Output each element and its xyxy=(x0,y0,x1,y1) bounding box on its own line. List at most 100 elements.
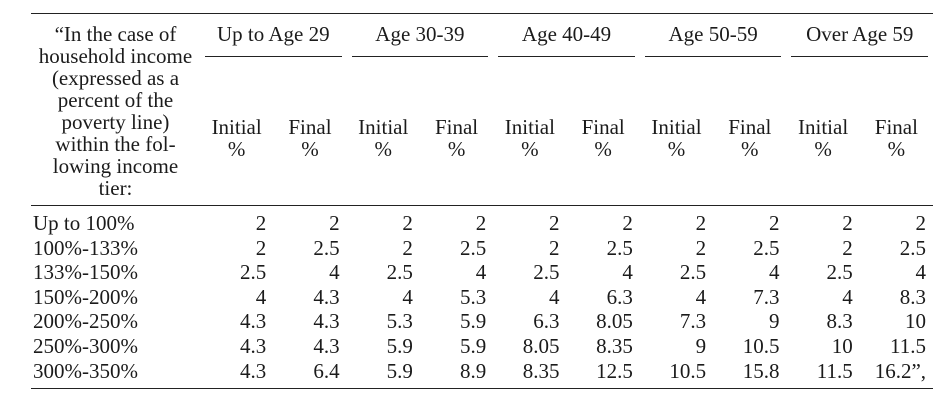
age-group-header-row: “In the case of household income (expres… xyxy=(31,13,933,206)
stub-line: tier: xyxy=(98,176,133,200)
age-group-label: Age 50-59 xyxy=(644,23,782,57)
percent-sign: % xyxy=(887,137,906,161)
value-cell: 4.3 xyxy=(240,358,267,383)
row-label: 100%-133% xyxy=(33,235,138,260)
percent-sign: % xyxy=(301,137,319,161)
value-cell: 2.5 xyxy=(533,260,560,285)
value-cell: 2.5 xyxy=(679,260,707,285)
value-cell: 4.3 xyxy=(313,284,340,309)
value-cell: 8.3 xyxy=(899,284,927,309)
value-cell: 2 xyxy=(549,211,560,235)
value-cell: 10 xyxy=(831,333,853,358)
value-cell: 4 xyxy=(695,284,707,309)
value-cell: 4 xyxy=(402,284,413,309)
stub-line: (expressed as a xyxy=(51,66,180,90)
age-group-label: Age 30-39 xyxy=(351,23,489,57)
value-cell: 6.3 xyxy=(606,284,633,309)
row-label: 250%-300% xyxy=(33,333,138,358)
percent-sign: % xyxy=(374,137,393,161)
age-group-header-40-49: Age 40-49 xyxy=(493,14,640,57)
value-cell: 4 xyxy=(915,260,927,285)
value-cell: 2 xyxy=(402,211,413,235)
table-body: Up to 100% 2 2 2 2 2 2 2 2 2 2 100%-133% 2 2.5 2 2.5 2 2.… xyxy=(31,206,933,389)
value-cell: 2.5 xyxy=(826,260,853,285)
value-cell: 10 xyxy=(905,309,927,334)
value-cell: 4.3 xyxy=(240,309,267,334)
value-cell: 4 xyxy=(622,260,633,285)
value-cell: 5.3 xyxy=(459,284,487,309)
table-row: 150%-200% 4 4.3 4 5.3 4 6.3 4 7.3 4 8.3 xyxy=(31,285,933,310)
subheader-initial: Initial% xyxy=(786,57,860,206)
table-row: Up to 100% 2 2 2 2 2 2 2 2 2 2 xyxy=(31,206,933,236)
table-row: 300%-350% 4.3 6.4 5.9 8.9 8.35 12.5 10.5 15.8 11.… xyxy=(31,359,933,388)
percent-sign: % xyxy=(521,137,539,161)
value-cell: 5.9 xyxy=(386,333,413,358)
value-cell: 4 xyxy=(768,260,780,285)
subheader-final: Final% xyxy=(419,57,494,206)
value-cell: 4 xyxy=(475,260,487,285)
value-cell: 4 xyxy=(255,284,267,309)
stub-line: within the fol- xyxy=(55,132,176,156)
table-header: “In the case of household income (expres… xyxy=(31,13,934,206)
value-cell: 8.9 xyxy=(459,358,487,383)
value-cell: 16.2”, xyxy=(874,358,927,383)
value-cell: 8.05 xyxy=(596,309,633,334)
value-cell: 2 xyxy=(768,211,780,235)
subheader-word: Initial xyxy=(504,115,555,139)
value-cell: 2 xyxy=(255,235,267,260)
stub-line: percent of the xyxy=(57,88,174,112)
value-cell: 2.5 xyxy=(313,235,340,260)
value-cell: 12.5 xyxy=(596,358,633,383)
value-cell: 4 xyxy=(842,284,853,309)
value-cell: 6.4 xyxy=(313,358,340,383)
subheader-final: Final% xyxy=(566,57,640,206)
age-group-label: Age 40-49 xyxy=(498,23,635,57)
document-table-region: “In the case of household income (expres… xyxy=(31,13,934,389)
value-cell: 7.3 xyxy=(679,309,707,334)
value-cell: 4 xyxy=(549,284,560,309)
value-cell: 2.5 xyxy=(753,235,780,260)
value-cell: 2.5 xyxy=(606,235,633,260)
subheader-word: Initial xyxy=(211,115,262,139)
subheader-word: Initial xyxy=(798,115,849,139)
value-cell: 8.05 xyxy=(522,333,560,358)
value-cell: 11.5 xyxy=(816,358,853,383)
table-row: 250%-300% 4.3 4.3 5.9 5.9 8.05 8.35 9 10.5 10 11.5 xyxy=(31,334,933,359)
stub-line: lowing income xyxy=(52,154,179,178)
stub-line: poverty line) xyxy=(61,110,170,134)
subheader-final: Final% xyxy=(713,57,787,206)
value-cell: 4.3 xyxy=(313,333,340,358)
subheader-initial: Initial% xyxy=(639,57,714,206)
value-cell: 2 xyxy=(695,211,707,235)
row-label: 200%-250% xyxy=(33,309,138,334)
value-cell: 2 xyxy=(329,211,340,235)
age-group-header-up-to-29: Up to Age 29 xyxy=(200,14,347,57)
subheader-word: Final xyxy=(728,115,772,139)
subheader-word: Initial xyxy=(651,115,702,139)
value-cell: 7.3 xyxy=(753,284,780,309)
value-cell: 2 xyxy=(255,211,267,235)
row-label: Up to 100% xyxy=(33,211,135,235)
value-cell: 2 xyxy=(915,211,927,235)
value-cell: 10.5 xyxy=(669,358,707,383)
subheader-word: Final xyxy=(874,115,918,139)
value-cell: 4.3 xyxy=(240,333,267,358)
stub-header: “In the case of household income (expres… xyxy=(31,13,200,206)
value-cell: 6.3 xyxy=(533,309,560,334)
value-cell: 2.5 xyxy=(386,260,413,285)
subheader-initial: Initial% xyxy=(200,57,274,206)
value-cell: 5.3 xyxy=(386,309,413,334)
subheader-word: Final xyxy=(434,115,479,139)
subheader-word: Final xyxy=(581,115,625,139)
age-group-header-over-59: Over Age 59 xyxy=(786,14,933,57)
table-row: 133%-150% 2.5 4 2.5 4 2.5 4 2.5 4 2.5 4 xyxy=(31,260,933,285)
value-cell: 8.35 xyxy=(522,358,560,383)
stub-line: household income xyxy=(38,44,193,68)
subheader-word: Final xyxy=(288,115,332,139)
value-cell: 2 xyxy=(475,211,487,235)
subheader-final: Final% xyxy=(859,57,934,206)
age-group-header-30-39: Age 30-39 xyxy=(347,14,494,57)
percent-sign: % xyxy=(594,137,612,161)
value-cell: 11.5 xyxy=(890,333,927,358)
percent-sign: % xyxy=(447,137,466,161)
